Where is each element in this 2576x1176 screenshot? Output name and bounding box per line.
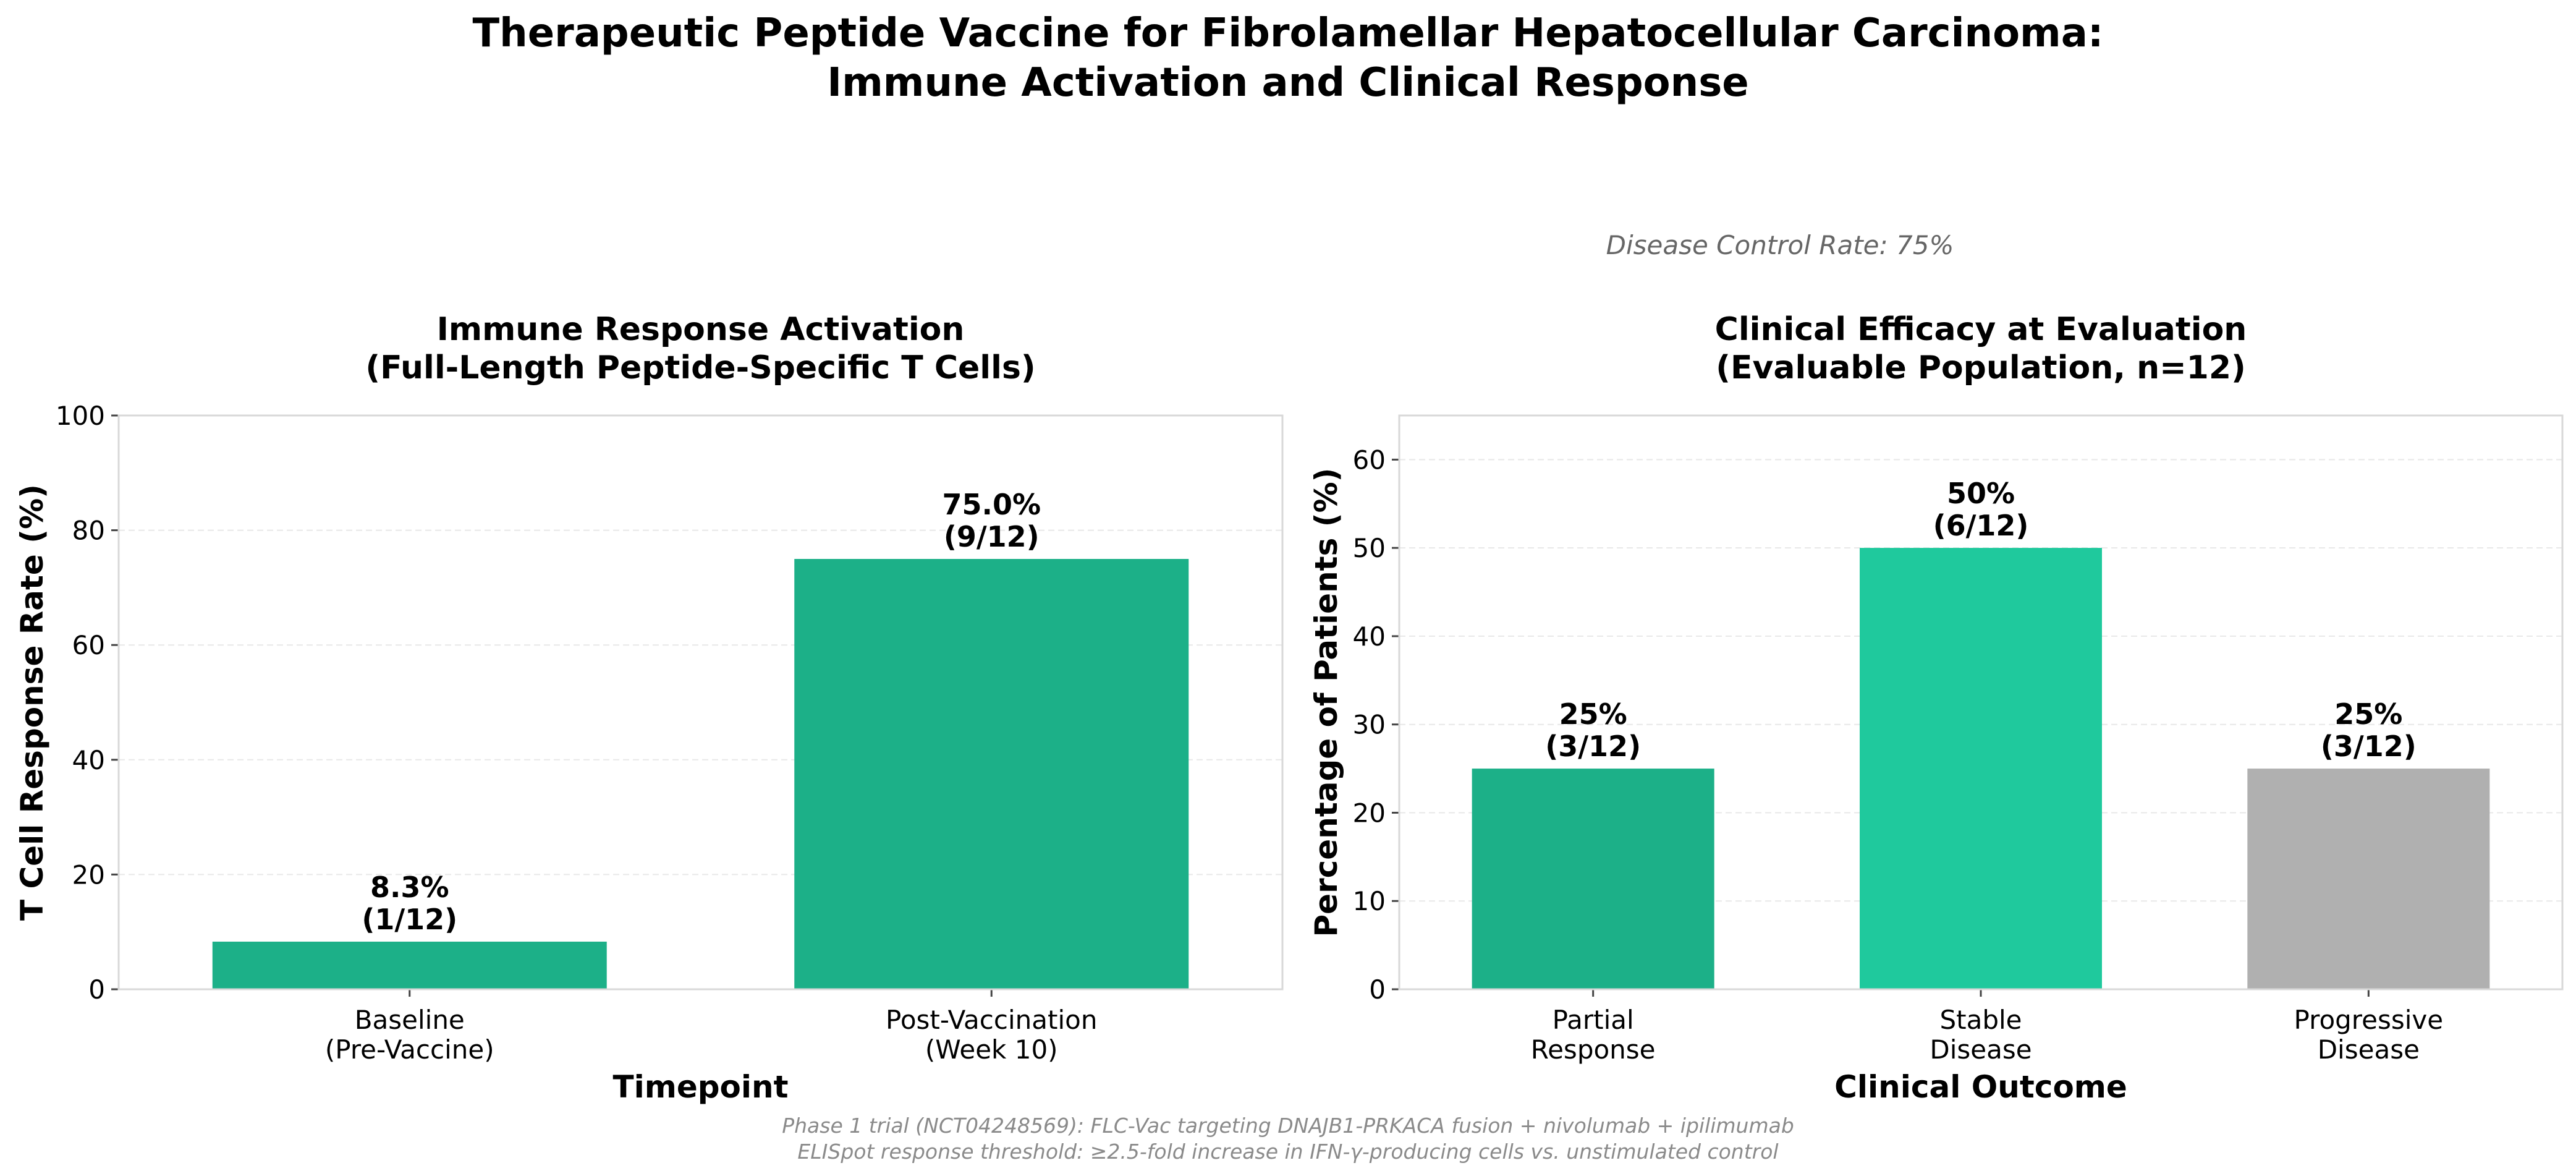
panel-title: Immune Response Activation (Full-Length P… [365, 311, 1035, 386]
data-label: 25% (3/12) [2321, 697, 2417, 763]
data-label: 25% (3/12) [1545, 697, 1641, 763]
y-tick-label: 100 [56, 401, 105, 431]
y-axis-label: Percentage of Patients (%) [1308, 467, 1344, 937]
footnote-line1: Phase 1 trial (NCT04248569): FLC-Vac tar… [782, 1114, 1794, 1138]
x-tick-label: Post-Vaccination (Week 10) [886, 1005, 1097, 1065]
bar-2 [1860, 548, 2102, 989]
bar-1 [212, 941, 607, 989]
figure-title-line2: Immune Activation and Clinical Response [827, 60, 1749, 106]
disease-control-rate-note: Disease Control Rate: 75% [1606, 230, 1954, 260]
x-tick-label: Baseline (Pre-Vaccine) [325, 1005, 494, 1065]
data-label: 8.3% (1/12) [362, 871, 457, 936]
x-axis-label: Timepoint [612, 1069, 788, 1105]
y-axis-label: T Cell Response Rate (%) [14, 484, 50, 921]
y-tick-label: 0 [1369, 974, 1386, 1005]
bar-1 [1472, 769, 1714, 989]
x-axis-label: Clinical Outcome [1834, 1069, 2127, 1105]
chart-panel-1: 8.3% (1/12) Baseline (Pre-Vaccine) 75.0% (9/1… [14, 311, 1284, 1105]
footnote: Phase 1 trial (NCT04248569): FLC-Vac tar… [0, 1113, 2576, 1165]
data-label: 50% (6/12) [1933, 477, 2029, 542]
y-tick-label: 60 [72, 630, 105, 660]
y-tick-label: 80 [72, 516, 105, 546]
plot-frame [1398, 414, 2564, 991]
panel-title: Clinical Efficacy at Evaluation (Evaluabl… [1715, 311, 2247, 386]
bar-3 [2247, 769, 2490, 989]
y-tick-label: 20 [72, 859, 105, 890]
y-tick-label: 30 [1353, 710, 1386, 740]
chart-panel-2: 25% (3/12) Partial Response 50% (6/12) Stable D… [1308, 311, 2564, 1105]
figure-title: Therapeutic Peptide Vaccine for Fibrolam… [0, 9, 2576, 108]
figure-title-line1: Therapeutic Peptide Vaccine for Fibrolam… [472, 11, 2104, 56]
x-tick-label: Progressive Disease [2294, 1005, 2444, 1065]
y-tick-label: 40 [72, 745, 105, 775]
y-tick-label: 10 [1353, 886, 1386, 916]
bar-2 [794, 559, 1189, 989]
y-tick-label: 50 [1353, 533, 1386, 563]
y-tick-label: 0 [88, 974, 105, 1005]
plot-frame [117, 414, 1284, 991]
footnote-line2: ELISpot response threshold: ≥2.5-fold in… [797, 1140, 1779, 1164]
x-tick-label: Partial Response [1531, 1005, 1656, 1065]
y-tick-label: 20 [1353, 798, 1386, 828]
y-tick-label: 60 [1353, 445, 1386, 475]
data-label: 75.0% (9/12) [942, 488, 1041, 553]
y-tick-label: 40 [1353, 621, 1386, 652]
x-tick-label: Stable Disease [1930, 1005, 2032, 1065]
